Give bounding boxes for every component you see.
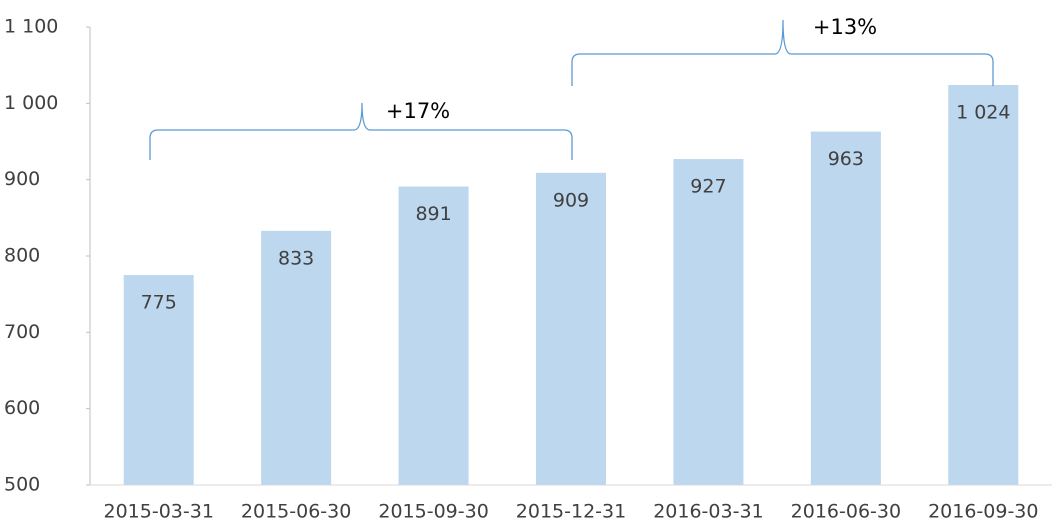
- bar: [123, 275, 194, 485]
- annotation: +17%: [386, 99, 450, 123]
- x-tick-label: 2015-12-31: [516, 501, 626, 523]
- x-tick-label: 2016-06-30: [791, 501, 901, 523]
- value-label: 891: [415, 203, 451, 225]
- bar: [810, 131, 881, 485]
- brace: [571, 19, 994, 86]
- y-tick-label: 500: [4, 474, 40, 496]
- bar: [261, 230, 332, 485]
- value-label: 927: [690, 176, 726, 198]
- y-tick-label: 800: [4, 245, 40, 267]
- y-tick-label: 700: [4, 321, 40, 343]
- value-label: 963: [828, 148, 864, 170]
- value-label: 833: [278, 247, 314, 269]
- y-tick-label: 600: [4, 397, 40, 419]
- y-tick-label: 1 100: [4, 16, 58, 38]
- bar: [673, 159, 744, 485]
- x-tick-label: 2016-09-30: [928, 501, 1038, 523]
- value-label: 775: [141, 292, 177, 314]
- x-tick-label: 2015-03-31: [104, 501, 214, 523]
- y-tick-label: 900: [4, 168, 40, 190]
- value-label: 909: [553, 189, 589, 211]
- value-label: 1 024: [956, 102, 1010, 124]
- annotation: +13%: [813, 15, 877, 39]
- brace: [149, 102, 573, 160]
- y-tick-label: 1 000: [4, 92, 58, 114]
- x-tick-label: 2015-09-30: [378, 501, 488, 523]
- x-tick-label: 2015-06-30: [241, 501, 351, 523]
- bar: [948, 85, 1019, 485]
- bar: [398, 186, 469, 485]
- bar: [536, 172, 606, 485]
- x-tick-label: 2016-03-31: [653, 501, 763, 523]
